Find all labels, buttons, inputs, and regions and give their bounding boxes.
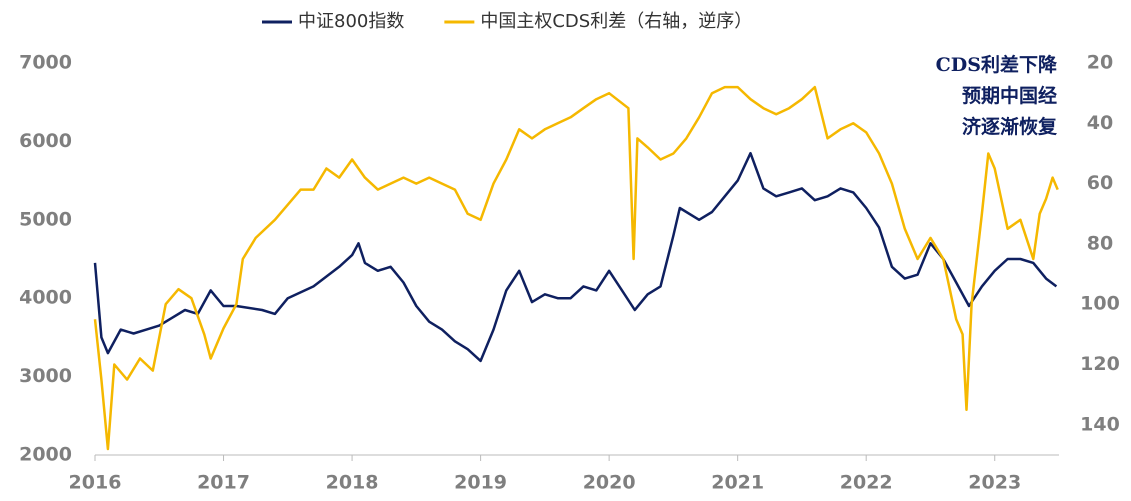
annotation: 预期中国经 — [962, 84, 1057, 107]
y-tick-label: 3000 — [19, 365, 72, 387]
annotation: CDS利差下降 — [936, 53, 1058, 76]
y-tick-label: 4000 — [19, 287, 72, 309]
x-tick-label: 2022 — [840, 472, 893, 494]
x-tick-label: 2021 — [711, 472, 764, 494]
y-tick-label: 6000 — [19, 130, 72, 152]
y2-tick-label: 120 — [1080, 353, 1120, 375]
x-tick-label: 2018 — [326, 472, 379, 494]
series-line — [93, 85, 1059, 451]
annotation: 济逐渐恢复 — [962, 115, 1058, 138]
x-tick-label: 2017 — [197, 472, 250, 494]
y2-tick-label: 60 — [1087, 172, 1113, 194]
x-tick-label: 2019 — [454, 472, 507, 494]
y-tick-label: 7000 — [19, 52, 72, 74]
y2-tick-label: 140 — [1080, 413, 1120, 435]
x-tick-label: 2023 — [968, 472, 1021, 494]
legend-label: 中证800指数 — [298, 11, 404, 32]
x-tick-label: 2020 — [583, 472, 636, 494]
y2-tick-label: 20 — [1087, 52, 1113, 74]
series-line — [93, 151, 1058, 363]
y-tick-label: 5000 — [19, 208, 72, 230]
y2-tick-label: 100 — [1080, 293, 1120, 315]
y-tick-label: 2000 — [19, 444, 72, 466]
x-tick-label: 2016 — [69, 472, 122, 494]
y2-tick-label: 40 — [1087, 112, 1113, 134]
y2-tick-label: 80 — [1087, 232, 1113, 254]
legend-label: 中国主权CDS利差（右轴，逆序） — [480, 11, 752, 32]
